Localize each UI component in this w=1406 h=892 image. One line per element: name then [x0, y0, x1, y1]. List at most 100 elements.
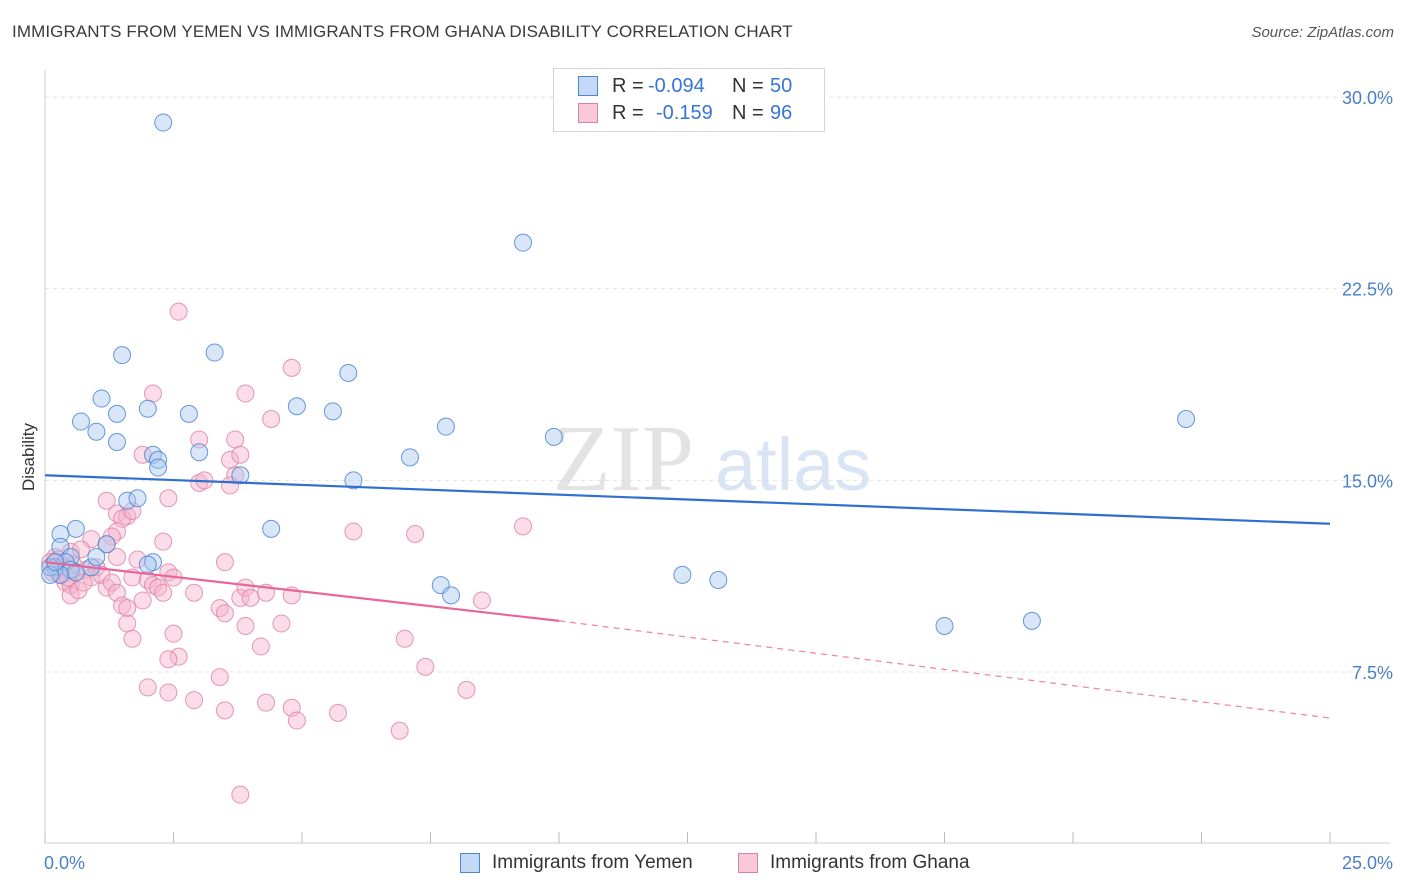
x-tick-label: 0.0%	[44, 853, 85, 873]
axes	[44, 70, 1390, 844]
ghana-point	[185, 691, 204, 710]
ghana-point	[514, 517, 533, 536]
yemen-point	[262, 519, 281, 538]
yemen-point	[149, 450, 168, 469]
ghana-point	[231, 785, 250, 804]
yemen-point	[205, 343, 224, 362]
yemen-trend-line	[44, 474, 1331, 525]
ghana-point	[46, 548, 65, 566]
ghana-point	[390, 721, 409, 740]
r-value: -0.094	[648, 74, 705, 97]
ghana-point	[159, 489, 178, 508]
ghana-point	[159, 683, 178, 702]
ghana-point	[236, 617, 255, 635]
ghana-point	[169, 647, 188, 666]
ghana-point	[118, 614, 137, 633]
n-value: 96	[770, 101, 793, 124]
yemen-point	[935, 617, 954, 635]
tick-labels: 7.5% 15.0% 22.5% 30.0% 0.0% 25.0%	[44, 88, 1393, 873]
source-label: Source: ZipAtlas.com	[1251, 24, 1394, 41]
yemen-point	[113, 346, 132, 365]
yemen-point	[179, 404, 198, 423]
ghana-point	[128, 550, 147, 569]
ghana-trend-extension	[558, 620, 1331, 719]
yemen-point	[344, 471, 363, 490]
ghana-point	[457, 680, 476, 699]
ghana-point	[159, 650, 178, 669]
ghana-point	[231, 588, 250, 607]
ghana-point	[138, 678, 157, 697]
watermark-zip: ZIP	[553, 407, 694, 511]
yemen-point	[118, 491, 137, 510]
y-tick-label: 30.0%	[1342, 88, 1393, 108]
n-label: N =	[732, 74, 764, 97]
ghana-point	[272, 614, 291, 633]
ghana-point	[71, 540, 90, 559]
yemen-point	[287, 397, 306, 416]
y-tick-label: 22.5%	[1342, 280, 1393, 300]
ghana-point	[257, 693, 276, 712]
yemen-point	[149, 458, 168, 477]
ghana-point	[190, 430, 209, 449]
legend-label-yemen: Immigrants from Yemen	[492, 852, 693, 873]
watermark-atlas: atlas	[715, 423, 871, 506]
yemen-point	[709, 571, 728, 589]
ghana-point	[210, 668, 229, 687]
ghana-point	[236, 578, 255, 597]
yemen-point	[87, 548, 106, 566]
ghana-point	[154, 583, 173, 602]
ghana-point	[123, 629, 142, 648]
ghana-point	[226, 466, 245, 485]
ghana-point	[154, 532, 173, 551]
grid-lines	[45, 96, 1390, 673]
ghana-point	[97, 578, 116, 597]
ghana-point	[215, 701, 234, 720]
ghana-point	[102, 573, 121, 592]
yemen-swatch	[578, 76, 598, 96]
ghana-points	[41, 302, 533, 804]
yemen-point	[87, 422, 106, 441]
legend-item-ghana[interactable]: Immigrants from Ghana	[738, 852, 970, 874]
yemen-point	[1177, 410, 1196, 428]
ghana-point	[143, 384, 162, 403]
ghana-point	[472, 591, 491, 610]
chart-title: IMMIGRANTS FROM YEMEN VS IMMIGRANTS FROM…	[12, 22, 793, 41]
ghana-point	[164, 624, 183, 643]
ghana-point	[328, 703, 347, 722]
ghana-point	[97, 491, 116, 510]
legend-row-yemen: R = -0.094 N = 50	[578, 73, 792, 99]
ghana-point	[287, 711, 306, 730]
ghana-point	[406, 525, 425, 543]
yemen-point	[442, 586, 461, 605]
yemen-point	[514, 233, 533, 252]
yemen-point	[138, 555, 157, 574]
y-tick-label: 7.5%	[1352, 663, 1393, 683]
yemen-point	[190, 443, 209, 462]
yemen-point	[400, 448, 419, 467]
yemen-point	[154, 113, 173, 132]
ghana-point	[210, 599, 229, 618]
ghana-point	[149, 578, 168, 597]
ghana-point	[226, 430, 245, 449]
ghana-point	[395, 629, 414, 648]
yemen-points	[41, 113, 1196, 635]
yemen-point	[66, 519, 85, 538]
ghana-swatch	[578, 103, 598, 123]
yemen-point	[231, 466, 250, 485]
ghana-point	[118, 507, 137, 526]
ghana-point	[138, 571, 157, 589]
legend-row-ghana: R = -0.159 N = 96	[578, 100, 792, 126]
yemen-point	[544, 427, 563, 446]
yemen-point	[71, 412, 90, 431]
yemen-point	[92, 389, 111, 408]
yemen-point	[673, 565, 692, 584]
ghana-point	[236, 384, 255, 403]
ghana-point	[143, 576, 162, 595]
yemen-point	[97, 535, 116, 554]
n-label: N =	[732, 101, 764, 124]
series-legend: Immigrants from Yemen Immigrants from Gh…	[0, 852, 1406, 876]
legend-item-yemen[interactable]: Immigrants from Yemen	[460, 852, 693, 874]
ghana-point	[215, 604, 234, 623]
yemen-point	[107, 433, 126, 451]
